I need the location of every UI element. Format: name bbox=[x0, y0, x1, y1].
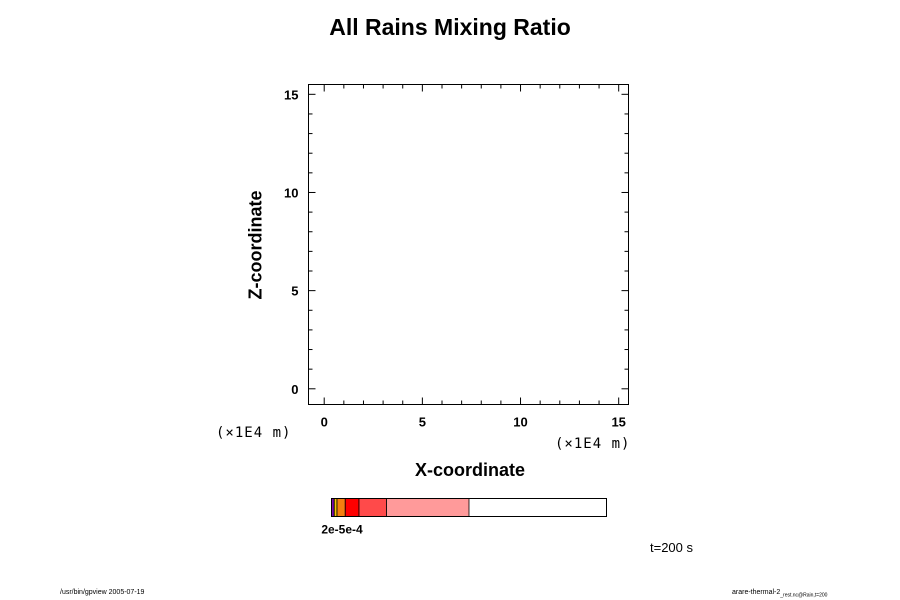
y-axis-unit: (×1E4 m) bbox=[216, 425, 292, 441]
footer-source-main: arare-thermal-2 bbox=[732, 589, 781, 596]
colorbar-bin bbox=[333, 498, 338, 517]
x-tick-label: 5 bbox=[419, 415, 426, 430]
colorbar-bin bbox=[386, 498, 470, 517]
x-tick-label: 0 bbox=[321, 415, 328, 430]
y-tick-label: 0 bbox=[291, 382, 298, 397]
x-axis-label: X-coordinate bbox=[414, 460, 525, 480]
plot-frame bbox=[308, 84, 629, 405]
time-annotation: t=200 s bbox=[650, 540, 694, 555]
y-axis-ticks: 0 5 10 15 bbox=[284, 87, 629, 397]
colorbar-bin bbox=[344, 498, 360, 517]
x-axis-unit: (×1E4 m) bbox=[555, 436, 631, 452]
colorbar: 2e-5e-4 bbox=[321, 498, 607, 537]
colorbar-frame bbox=[331, 498, 607, 517]
x-axis-ticks: 0 5 10 15 bbox=[321, 84, 626, 430]
y-tick-label: 15 bbox=[284, 87, 298, 102]
y-axis-label: Z-coordinate bbox=[245, 190, 266, 300]
y-tick-label: 10 bbox=[284, 185, 298, 200]
colorbar-label: 2e-5e-4 bbox=[321, 523, 363, 537]
x-tick-label: 10 bbox=[513, 415, 527, 430]
x-tick-label: 15 bbox=[611, 415, 625, 430]
footer-command: /usr/bin/gpview 2005-07-19 bbox=[60, 589, 145, 596]
y-tick-label: 5 bbox=[291, 284, 298, 299]
colorbar-bin bbox=[336, 498, 346, 517]
chart-title: All Rains Mixing Ratio bbox=[329, 14, 571, 40]
colorbar-bin bbox=[358, 498, 387, 517]
footer-source: arare-thermal-2_rest.nc@Rain,t=200 bbox=[732, 589, 827, 598]
footer-source-sub: _rest.nc@Rain,t=200 bbox=[780, 592, 828, 599]
